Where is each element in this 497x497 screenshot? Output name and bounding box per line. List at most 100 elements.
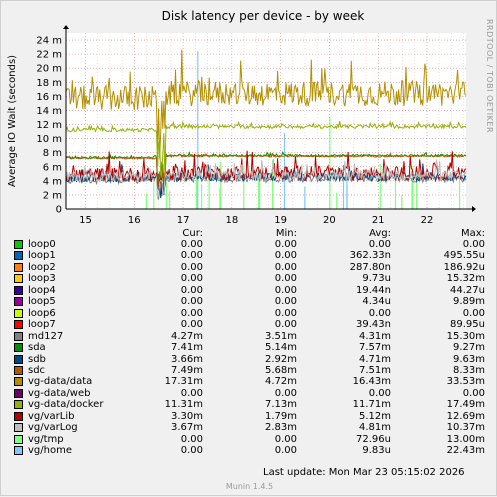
- legend-value-avg: 4.31m: [358, 330, 391, 342]
- legend-series-name: vg/varLog: [28, 422, 78, 434]
- legend-value-cur: 0.00: [180, 250, 203, 262]
- legend-value-max: 17.49m: [446, 399, 485, 411]
- legend-value-cur: 4.27m: [170, 330, 203, 342]
- y-tick-label: 24 m: [36, 36, 62, 47]
- legend-value-avg: 16.43m: [352, 376, 391, 388]
- legend-value-max: 22.43m: [446, 445, 485, 457]
- legend-value-max: 9.63m: [452, 353, 485, 365]
- legend-value-cur: 0.00: [180, 239, 203, 250]
- legend-value-max: 0.00: [462, 387, 485, 399]
- legend-value-cur: 0.00: [180, 307, 203, 319]
- legend-value-cur: 0.00: [180, 261, 203, 273]
- x-tick-label: 17: [177, 215, 190, 226]
- legend-series-name: vg-data/data: [28, 376, 93, 388]
- legend-series-name: vg/varLib: [28, 410, 75, 422]
- legend-series-name: vg/tmp: [28, 433, 64, 445]
- legend-value-max: 13.00m: [446, 433, 485, 445]
- legend-value-min: 0.00: [274, 273, 297, 285]
- legend-swatch: [14, 423, 23, 433]
- series-vg-data-docker: [65, 120, 467, 177]
- legend-value-cur: 0.00: [180, 296, 203, 308]
- axis-layer: 0 2 m 4 m 6 m 8 m 10 m 12 m 14 m 16 m 18 m 20 m 22 …: [36, 25, 476, 226]
- legend-value-cur: 0.00: [180, 387, 203, 399]
- legend-value-avg: 0.00: [368, 239, 391, 250]
- legend-swatch: [14, 400, 23, 410]
- legend-swatch: [14, 446, 23, 456]
- y-tick-label: 6 m: [43, 162, 62, 173]
- legend-swatch: [14, 411, 23, 421]
- legend-value-max: 9.89m: [452, 296, 485, 308]
- series-line: [65, 120, 467, 177]
- legend-swatch: [14, 388, 23, 398]
- legend-value-cur: 0.00: [180, 319, 203, 331]
- legend-value-max: 0.00: [462, 307, 485, 319]
- legend-value-cur: 3.30m: [170, 410, 203, 422]
- legend-series-name: sdb: [28, 353, 46, 365]
- legend-series-name: vg-data/web: [28, 387, 91, 399]
- legend-series-name: loop1: [28, 250, 56, 262]
- rrdtool-credit: RRDTOOL / TOBI OETIKER: [485, 19, 494, 134]
- x-tick-label: 15: [79, 215, 92, 226]
- x-tick-label: 21: [372, 215, 385, 226]
- legend-series-name: loop4: [28, 284, 56, 296]
- legend-value-min: 3.51m: [264, 330, 297, 342]
- legend-series-name: loop5: [28, 296, 56, 308]
- legend-swatch: [14, 297, 23, 307]
- legend-value-max: 186.92u: [443, 261, 485, 273]
- legend-value-max: 0.00: [462, 239, 485, 250]
- y-tick-label: 22 m: [36, 50, 62, 61]
- legend-swatch: [14, 274, 23, 284]
- series-line: [65, 49, 467, 160]
- legend-value-cur: 7.49m: [170, 364, 203, 376]
- legend-value-min: 5.68m: [264, 364, 297, 376]
- legend-value-min: 4.72m: [264, 376, 297, 388]
- legend-series-name: vg-data/docker: [28, 399, 104, 411]
- legend-swatch: [14, 377, 23, 387]
- legend-swatch: [14, 308, 23, 318]
- legend-value-min: 2.92m: [264, 353, 297, 365]
- legend-value-max: 15.32m: [446, 273, 485, 285]
- legend-series-name: loop6: [28, 307, 56, 319]
- series-sdc: [66, 152, 467, 185]
- x-tick-label: 18: [225, 215, 238, 226]
- legend-value-cur: 3.66m: [170, 353, 203, 365]
- legend-swatch: [14, 434, 23, 444]
- legend-value-min: 0.00: [274, 261, 297, 273]
- legend-value-min: 0.00: [274, 307, 297, 319]
- legend-value-cur: 0.00: [180, 273, 203, 285]
- y-tick-label: 20 m: [36, 64, 62, 75]
- legend-value-min: 0.00: [274, 433, 297, 445]
- legend-value-min: 1.79m: [264, 410, 297, 422]
- legend-value-cur: 11.31m: [164, 399, 203, 411]
- legend-value-min: 0.00: [274, 387, 297, 399]
- series-vg-data-data: [65, 49, 467, 160]
- legend-swatch: [14, 365, 23, 375]
- legend-value-avg: 39.43n: [356, 319, 391, 331]
- legend-series-name: sda: [28, 342, 46, 354]
- legend-value-max: 12.69m: [446, 410, 485, 422]
- legend-value-min: 0.00: [274, 296, 297, 308]
- last-update: Last update: Mon Mar 23 05:15:02 2026: [263, 467, 465, 478]
- y-tick-label: 8 m: [43, 148, 62, 159]
- legend-series-name: loop7: [28, 319, 56, 331]
- legend-value-min: 0.00: [274, 319, 297, 331]
- legend-value-max: 33.53m: [446, 376, 485, 388]
- legend-value-max: 89.95u: [450, 319, 485, 331]
- y-tick-label: 2 m: [43, 190, 62, 201]
- series-vg-varlib: [65, 150, 467, 195]
- legend-swatch: [14, 240, 23, 249]
- legend-value-min: 0.00: [274, 239, 297, 250]
- y-tick-label: 10 m: [36, 134, 62, 145]
- x-tick-label: 20: [323, 215, 336, 226]
- legend-value-avg: 4.81m: [358, 422, 391, 434]
- x-tick-label: 16: [128, 215, 141, 226]
- x-axis-arrow: [472, 206, 476, 212]
- series-line: [66, 152, 467, 185]
- legend-value-max: 8.33m: [452, 364, 485, 376]
- legend-value-max: 10.37m: [446, 422, 485, 434]
- legend-value-cur: 7.41m: [170, 342, 203, 354]
- series-line: [65, 158, 467, 199]
- series-vg-varlog: [65, 158, 467, 199]
